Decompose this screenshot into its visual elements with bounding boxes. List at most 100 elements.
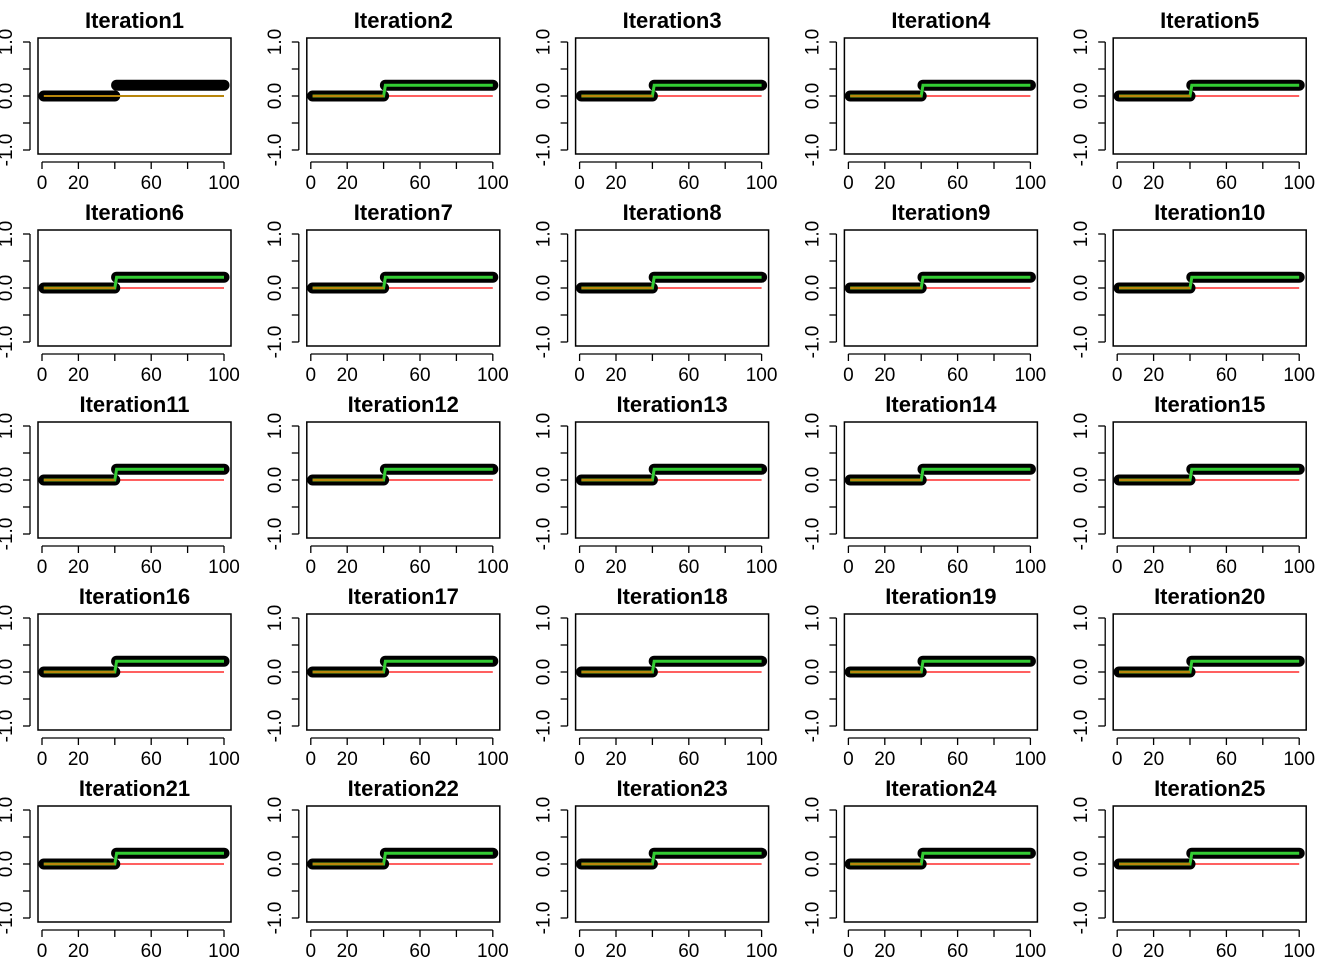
x-tick-label: 100: [1015, 749, 1047, 770]
panel-6: Iteration6 0 20 60 100 -1.0 0.0 1.0: [0, 200, 240, 386]
y-tick-label: 0.0: [265, 659, 286, 685]
panel-16: Iteration16 0 20 60 100 -1.0 0.0 1.0: [0, 584, 240, 770]
x-tick-label: 0: [843, 557, 854, 578]
y-tick-label: -1.0: [0, 518, 17, 551]
x-tick-label: 0: [574, 749, 585, 770]
y-tick-label: 1.0: [1071, 29, 1092, 55]
x-tick-label: 60: [1216, 365, 1237, 386]
plot-frame: [574, 805, 770, 923]
x-tick-label: 20: [68, 749, 89, 770]
panel-21: Iteration21 0 20 60 100 -1.0 0.0 1.0: [0, 776, 240, 960]
panel-title: Iteration18: [616, 584, 727, 609]
x-tick-label: 0: [37, 749, 48, 770]
x-tick-label: 100: [1283, 749, 1315, 770]
x-tick-label: 60: [678, 173, 699, 194]
panel-14: Iteration14 0 20 60 100 -1.0 0.0 1.0: [802, 392, 1046, 578]
y-tick-label: 1.0: [0, 221, 17, 247]
y-tick-label: 1.0: [1071, 221, 1092, 247]
panel-title: Iteration6: [85, 200, 184, 225]
x-tick-label: 0: [1112, 365, 1123, 386]
plot-frame: [574, 37, 770, 155]
panel-3: Iteration3 0 20 60 100 -1.0 0.0 1.0: [534, 8, 778, 194]
x-tick-label: 60: [409, 941, 430, 960]
panel-5: Iteration5 0 20 60 100 -1.0 0.0 1.0: [1071, 8, 1315, 194]
panel-title: Iteration10: [1154, 200, 1265, 225]
plot-frame: [1112, 613, 1307, 731]
y-tick-label: 0.0: [265, 275, 286, 301]
panel-title: Iteration4: [891, 8, 991, 33]
x-tick-label: 60: [141, 557, 162, 578]
x-tick-label: 0: [37, 173, 48, 194]
x-tick-label: 100: [477, 173, 509, 194]
y-tick-label: -1.0: [534, 134, 555, 167]
x-tick-label: 100: [208, 749, 240, 770]
plot-frame: [306, 805, 501, 923]
y-tick-label: 1.0: [265, 413, 286, 439]
y-tick-label: -1.0: [534, 518, 555, 551]
panel-title: Iteration20: [1154, 584, 1265, 609]
x-tick-label: 60: [1216, 557, 1237, 578]
x-tick-label: 20: [874, 941, 895, 960]
x-tick-label: 60: [409, 749, 430, 770]
y-tick-label: 1.0: [0, 605, 17, 631]
x-tick-label: 20: [337, 173, 358, 194]
x-tick-label: 0: [1112, 173, 1123, 194]
x-tick-label: 100: [208, 365, 240, 386]
panel-10: Iteration10 0 20 60 100 -1.0 0.0 1.0: [1071, 200, 1315, 386]
plot-frame: [843, 229, 1039, 347]
y-tick-label: 0.0: [0, 467, 17, 493]
panel-7: Iteration7 0 20 60 100 -1.0 0.0 1.0: [265, 200, 509, 386]
plot-frame: [37, 805, 232, 923]
panel-4: Iteration4 0 20 60 100 -1.0 0.0 1.0: [802, 8, 1046, 194]
panel-title: Iteration13: [616, 392, 727, 417]
y-tick-label: -1.0: [1071, 518, 1092, 551]
y-tick-label: -1.0: [0, 134, 17, 167]
panel-title: Iteration5: [1160, 8, 1259, 33]
x-tick-label: 60: [409, 557, 430, 578]
panel-title: Iteration17: [348, 584, 459, 609]
y-tick-label: 1.0: [265, 29, 286, 55]
panel-title: Iteration2: [354, 8, 453, 33]
x-tick-label: 20: [1143, 365, 1164, 386]
x-tick-label: 60: [947, 941, 968, 960]
panel-11: Iteration11 0 20 60 100 -1.0 0.0 1.0: [0, 392, 240, 578]
x-tick-label: 60: [1216, 173, 1237, 194]
x-tick-label: 20: [605, 941, 626, 960]
x-tick-label: 100: [477, 365, 509, 386]
x-tick-label: 100: [1283, 173, 1315, 194]
y-tick-label: 1.0: [265, 605, 286, 631]
y-tick-label: -1.0: [534, 710, 555, 743]
x-tick-label: 20: [337, 557, 358, 578]
x-tick-label: 0: [843, 173, 854, 194]
x-tick-label: 100: [208, 557, 240, 578]
x-tick-label: 100: [746, 365, 778, 386]
panel-title: Iteration21: [79, 776, 190, 801]
x-tick-label: 0: [37, 557, 48, 578]
plot-frame: [1112, 421, 1307, 539]
plot-frame: [843, 805, 1039, 923]
x-tick-label: 100: [1015, 365, 1047, 386]
y-tick-label: -1.0: [802, 518, 823, 551]
x-tick-label: 0: [1112, 749, 1123, 770]
plot-frame: [843, 37, 1039, 155]
y-tick-label: 0.0: [802, 467, 823, 493]
x-tick-label: 20: [1143, 173, 1164, 194]
x-tick-label: 20: [68, 173, 89, 194]
y-tick-label: 1.0: [0, 413, 17, 439]
x-tick-label: 20: [68, 941, 89, 960]
x-tick-label: 60: [947, 749, 968, 770]
y-tick-label: -1.0: [0, 710, 17, 743]
x-tick-label: 60: [409, 173, 430, 194]
x-tick-label: 60: [409, 365, 430, 386]
x-tick-label: 100: [746, 749, 778, 770]
panel-19: Iteration19 0 20 60 100 -1.0 0.0 1.0: [802, 584, 1046, 770]
plot-frame: [306, 421, 501, 539]
x-tick-label: 0: [306, 941, 317, 960]
panel-title: Iteration11: [79, 392, 189, 417]
plot-frame: [306, 613, 501, 731]
panel-title: Iteration16: [79, 584, 190, 609]
y-tick-label: 1.0: [534, 797, 555, 823]
panel-title: Iteration19: [885, 584, 996, 609]
y-tick-label: 1.0: [1071, 797, 1092, 823]
x-tick-label: 100: [746, 941, 778, 960]
